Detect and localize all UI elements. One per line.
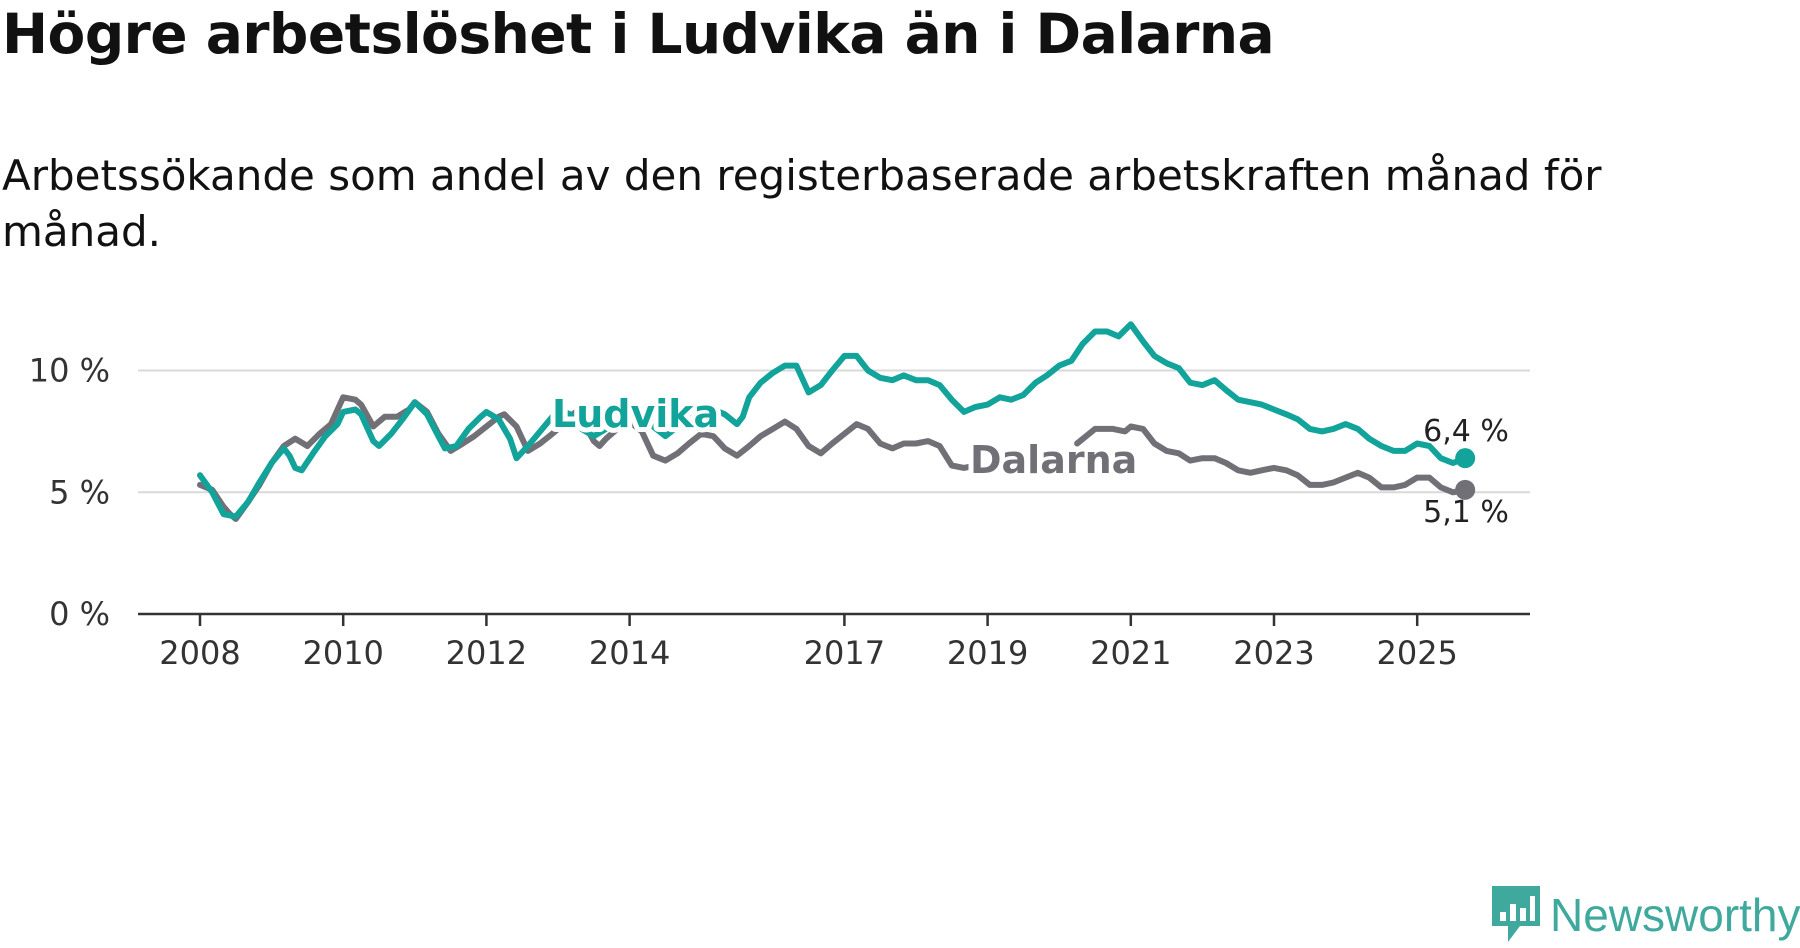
x-tick-label: 2008 (159, 634, 240, 672)
y-tick-label: 5 % (49, 473, 110, 511)
series-label-ludvika: Ludvika (552, 392, 719, 436)
chart-subtitle: Arbetssökande som andel av den registerb… (2, 151, 1602, 256)
series-labels: Ludvika Dalarna 6,4 % 5,1 % (547, 387, 1509, 530)
x-tick-label: 2017 (804, 634, 885, 672)
x-tick-label: 2014 (589, 634, 670, 672)
x-tick-label: 2021 (1090, 634, 1171, 672)
x-tick-label: 2025 (1376, 634, 1457, 672)
x-tick-label: 2010 (302, 634, 383, 672)
series-label-dalarna: Dalarna (970, 438, 1137, 482)
end-point-ludvika (1455, 448, 1476, 469)
y-tick-label: 0 % (49, 595, 110, 633)
series-line-dalarna (197, 394, 1469, 522)
brand-logo: Newsworthy (1492, 886, 1800, 944)
series-line-ludvika (197, 321, 1469, 520)
series-lines (197, 321, 1476, 522)
end-label-dalarna: 5,1 % (1423, 495, 1509, 530)
y-tick-label: 10 % (29, 352, 110, 390)
x-tick-label: 2012 (446, 634, 527, 672)
chart-title: Högre arbetslöshet i Ludvika än i Dalarn… (2, 2, 1275, 66)
x-tick-label: 2023 (1233, 634, 1314, 672)
brand-name: Newsworthy (1550, 889, 1800, 941)
end-label-ludvika: 6,4 % (1423, 414, 1509, 449)
x-tick-label: 2019 (947, 634, 1028, 672)
newsworthy-logo-icon (1492, 886, 1540, 942)
x-axis: 0 % 5 % 10 % 2008 2010 2012 2014 2017 2019 2021 20… (29, 352, 1530, 672)
end-point-dalarna (1455, 479, 1476, 500)
